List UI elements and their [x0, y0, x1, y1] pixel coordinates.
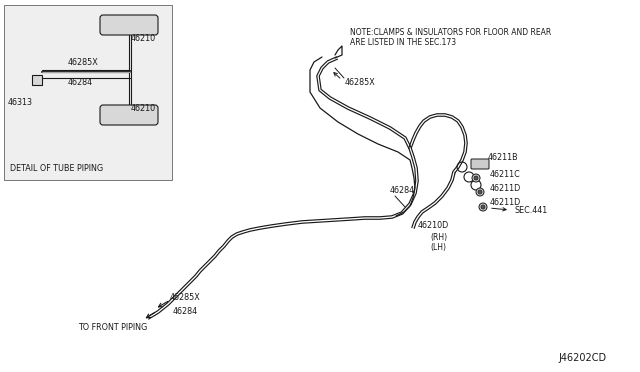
Circle shape [474, 176, 478, 180]
Text: 46285X: 46285X [68, 58, 99, 67]
Text: 46284: 46284 [68, 77, 93, 87]
FancyBboxPatch shape [100, 15, 158, 35]
Circle shape [476, 188, 484, 196]
Text: TO FRONT PIPING: TO FRONT PIPING [78, 324, 147, 333]
Text: NOTE:CLAMPS & INSULATORS FOR FLOOR AND REAR: NOTE:CLAMPS & INSULATORS FOR FLOOR AND R… [350, 28, 551, 36]
Bar [4, 5, 172, 180]
Text: 46285X: 46285X [170, 294, 201, 302]
Circle shape [481, 205, 485, 209]
FancyBboxPatch shape [100, 105, 158, 125]
Text: 46211C: 46211C [490, 170, 521, 179]
Text: SEC.441: SEC.441 [515, 205, 548, 215]
Circle shape [478, 190, 482, 194]
Text: 46211D: 46211D [490, 198, 521, 206]
Text: 46210: 46210 [131, 103, 156, 112]
Text: 46285X: 46285X [345, 77, 376, 87]
Text: 46210: 46210 [131, 33, 156, 42]
Text: DETAIL OF TUBE PIPING: DETAIL OF TUBE PIPING [10, 164, 103, 173]
Text: 46211D: 46211D [490, 183, 521, 192]
Text: J46202CD: J46202CD [558, 353, 606, 363]
Text: 46211B: 46211B [488, 153, 518, 161]
Circle shape [479, 203, 487, 211]
Bar [32, 75, 42, 85]
Text: 46313: 46313 [8, 97, 33, 106]
Text: 46284: 46284 [390, 186, 415, 195]
Text: ARE LISTED IN THE SEC.173: ARE LISTED IN THE SEC.173 [350, 38, 456, 46]
Text: 46210D: 46210D [418, 221, 449, 230]
FancyBboxPatch shape [471, 159, 489, 169]
Text: (RH)
(LH): (RH) (LH) [430, 233, 447, 252]
Text: 46284: 46284 [173, 307, 198, 315]
Circle shape [472, 174, 480, 182]
